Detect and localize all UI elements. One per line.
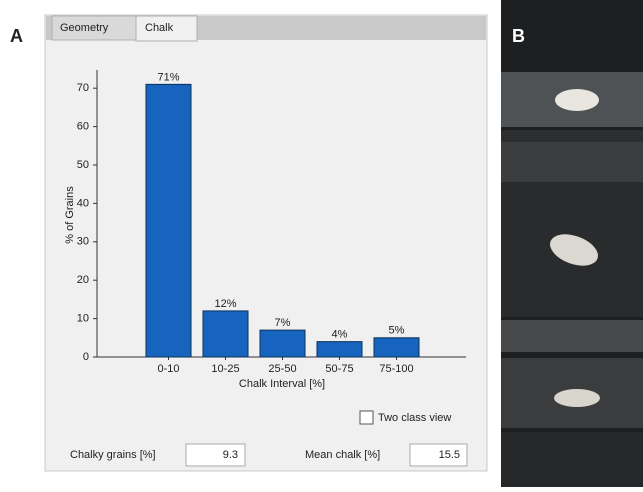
value-label: 12% bbox=[214, 298, 236, 310]
bar bbox=[259, 329, 306, 358]
y-tick-label: 20 bbox=[77, 274, 89, 286]
text-input[interactable] bbox=[185, 443, 246, 467]
panel-label: B bbox=[512, 26, 525, 46]
y-tick-label: 0 bbox=[83, 351, 89, 363]
value-label: 5% bbox=[389, 325, 405, 337]
bar bbox=[145, 83, 192, 358]
field-value[interactable]: 9.3 bbox=[223, 449, 238, 461]
field-label: Chalky grains [%] bbox=[70, 449, 156, 461]
checkbox[interactable] bbox=[359, 410, 374, 425]
y-tick-label: 10 bbox=[77, 313, 89, 325]
x-tick-label: 25-50 bbox=[268, 363, 296, 375]
value-label: 4% bbox=[332, 329, 348, 341]
y-axis-title: % of Grains bbox=[64, 186, 76, 244]
y-tick-label: 30 bbox=[77, 236, 89, 248]
photo bbox=[501, 0, 643, 487]
field-value[interactable]: 15.5 bbox=[439, 449, 460, 461]
text-input[interactable] bbox=[409, 443, 468, 467]
x-tick-label: 75-100 bbox=[379, 363, 413, 375]
x-tick-label: 10-25 bbox=[211, 363, 239, 375]
bar bbox=[373, 337, 420, 358]
x-tick-label: 0-10 bbox=[157, 363, 179, 375]
tab-label[interactable]: Chalk bbox=[145, 22, 174, 34]
field-label: Mean chalk [%] bbox=[305, 449, 380, 461]
checkbox-label[interactable]: Two class view bbox=[378, 412, 451, 424]
x-tick-label: 50-75 bbox=[325, 363, 353, 375]
tab-label[interactable]: Geometry bbox=[60, 22, 109, 34]
y-tick-label: 70 bbox=[77, 82, 89, 94]
bar bbox=[316, 341, 363, 358]
value-label: 7% bbox=[275, 317, 291, 329]
x-axis-title: Chalk Interval [%] bbox=[239, 378, 325, 390]
y-tick-label: 60 bbox=[77, 121, 89, 133]
bar bbox=[202, 310, 249, 358]
panel-label: A bbox=[10, 26, 23, 46]
value-label: 71% bbox=[157, 71, 179, 83]
ui-panel bbox=[44, 14, 488, 472]
y-tick-label: 50 bbox=[77, 159, 89, 171]
y-tick-label: 40 bbox=[77, 197, 89, 209]
tab-chalk[interactable] bbox=[135, 15, 198, 42]
tab-geometry[interactable] bbox=[51, 15, 137, 41]
